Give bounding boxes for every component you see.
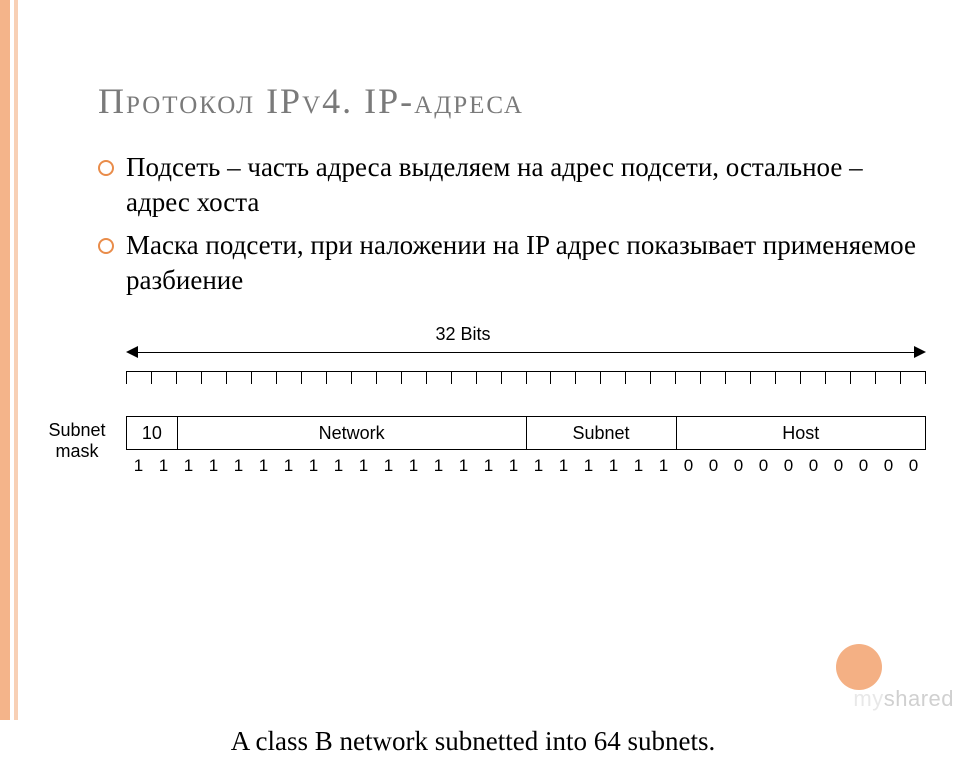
mask-bit: 0 [851,456,876,476]
arrow-left-icon [126,346,138,358]
bullet-marker-icon [98,160,114,176]
mask-bit: 1 [201,456,226,476]
bullet-item: Маска подсети, при наложении на IP адрес… [98,228,920,298]
mask-bit: 1 [301,456,326,476]
mask-bit: 1 [226,456,251,476]
bullet-list: Подсеть – часть адреса выделяем на адрес… [26,150,960,298]
side-label-line: Subnet [34,420,120,441]
address-field: Network [177,416,526,450]
ruler-tick [675,372,700,384]
arrow-shaft [138,352,914,353]
watermark-part: shared [884,686,954,711]
ruler-tick [376,372,401,384]
bits-span-label: 32 Bits [26,324,900,345]
ruler-tick [600,372,625,384]
subnet-mask-side-label: Subnet mask [34,420,120,461]
mask-bit: 1 [276,456,301,476]
mask-bit: 1 [126,456,151,476]
mask-bit: 1 [326,456,351,476]
mask-bit: 0 [826,456,851,476]
mask-bit: 1 [251,456,276,476]
side-label-line: mask [34,441,120,462]
mask-bit: 0 [751,456,776,476]
slide: Протокол IPv4. IP-адреса Подсеть – часть… [26,0,960,720]
mask-bit: 0 [676,456,701,476]
ruler-tick [700,372,725,384]
watermark-part: my [853,686,883,711]
ruler-tick [426,372,451,384]
ruler-tick [800,372,825,384]
ruler-tick [850,372,875,384]
address-field: Host [676,416,926,450]
mask-bit: 0 [726,456,751,476]
subnet-diagram: 32 Bits Subnet mask 10NetworkSubnetHost … [26,316,960,516]
ruler-tick [825,372,850,384]
ruler-tick [526,372,551,384]
arrow-right-icon [914,346,926,358]
mask-bit: 1 [151,456,176,476]
ruler-tick [301,372,326,384]
address-field: Subnet [526,416,676,450]
ruler-tick [775,372,800,384]
watermark: myshared [853,686,954,712]
ruler-tick [276,372,301,384]
bit-ruler [126,371,926,394]
bullet-text: Маска подсети, при наложении на IP адрес… [126,228,920,298]
mask-bit: 1 [176,456,201,476]
ruler-tick [900,372,926,384]
mask-bit: 1 [576,456,601,476]
address-fields-row: 10NetworkSubnetHost [126,416,926,450]
bullet-text: Подсеть – часть адреса выделяем на адрес… [126,150,920,220]
mask-bit: 0 [801,456,826,476]
ruler-tick [226,372,251,384]
ruler-tick [575,372,600,384]
decor-stripe-outer [0,0,10,720]
ruler-tick [176,372,201,384]
slide-title: Протокол IPv4. IP-адреса [26,80,960,122]
ruler-tick [875,372,900,384]
ruler-tick [351,372,376,384]
ruler-tick [126,372,151,384]
ruler-tick [476,372,501,384]
ruler-tick [201,372,226,384]
mask-bit: 0 [901,456,926,476]
ruler-tick [625,372,650,384]
ruler-tick [550,372,575,384]
ruler-tick [326,372,351,384]
mask-bit: 1 [526,456,551,476]
diagram-caption: A class B network subnetted into 64 subn… [26,726,960,757]
mask-bit: 1 [551,456,576,476]
address-field: 10 [126,416,177,450]
ruler-tick [725,372,750,384]
ruler-tick [151,372,176,384]
mask-bit: 1 [651,456,676,476]
mask-bit: 1 [501,456,526,476]
mask-bit: 1 [451,456,476,476]
mask-bit: 1 [401,456,426,476]
mask-bit: 1 [376,456,401,476]
mask-bits-row: 11111111111111111111110000000000 [126,456,926,476]
bullet-marker-icon [98,238,114,254]
ruler-tick [750,372,775,384]
mask-bit: 1 [351,456,376,476]
bullet-item: Подсеть – часть адреса выделяем на адрес… [98,150,920,220]
mask-bit: 1 [426,456,451,476]
ruler-tick [251,372,276,384]
ruler-tick [451,372,476,384]
mask-bit: 1 [601,456,626,476]
ruler-tick [501,372,526,384]
bits-span-arrow [126,346,926,358]
decor-corner-circle [836,644,882,690]
decor-stripe-inner [14,0,18,720]
mask-bit: 0 [701,456,726,476]
mask-bit: 0 [776,456,801,476]
ruler-tick [401,372,426,384]
mask-bit: 1 [476,456,501,476]
mask-bit: 0 [876,456,901,476]
ruler-tick [650,372,675,384]
mask-bit: 1 [626,456,651,476]
